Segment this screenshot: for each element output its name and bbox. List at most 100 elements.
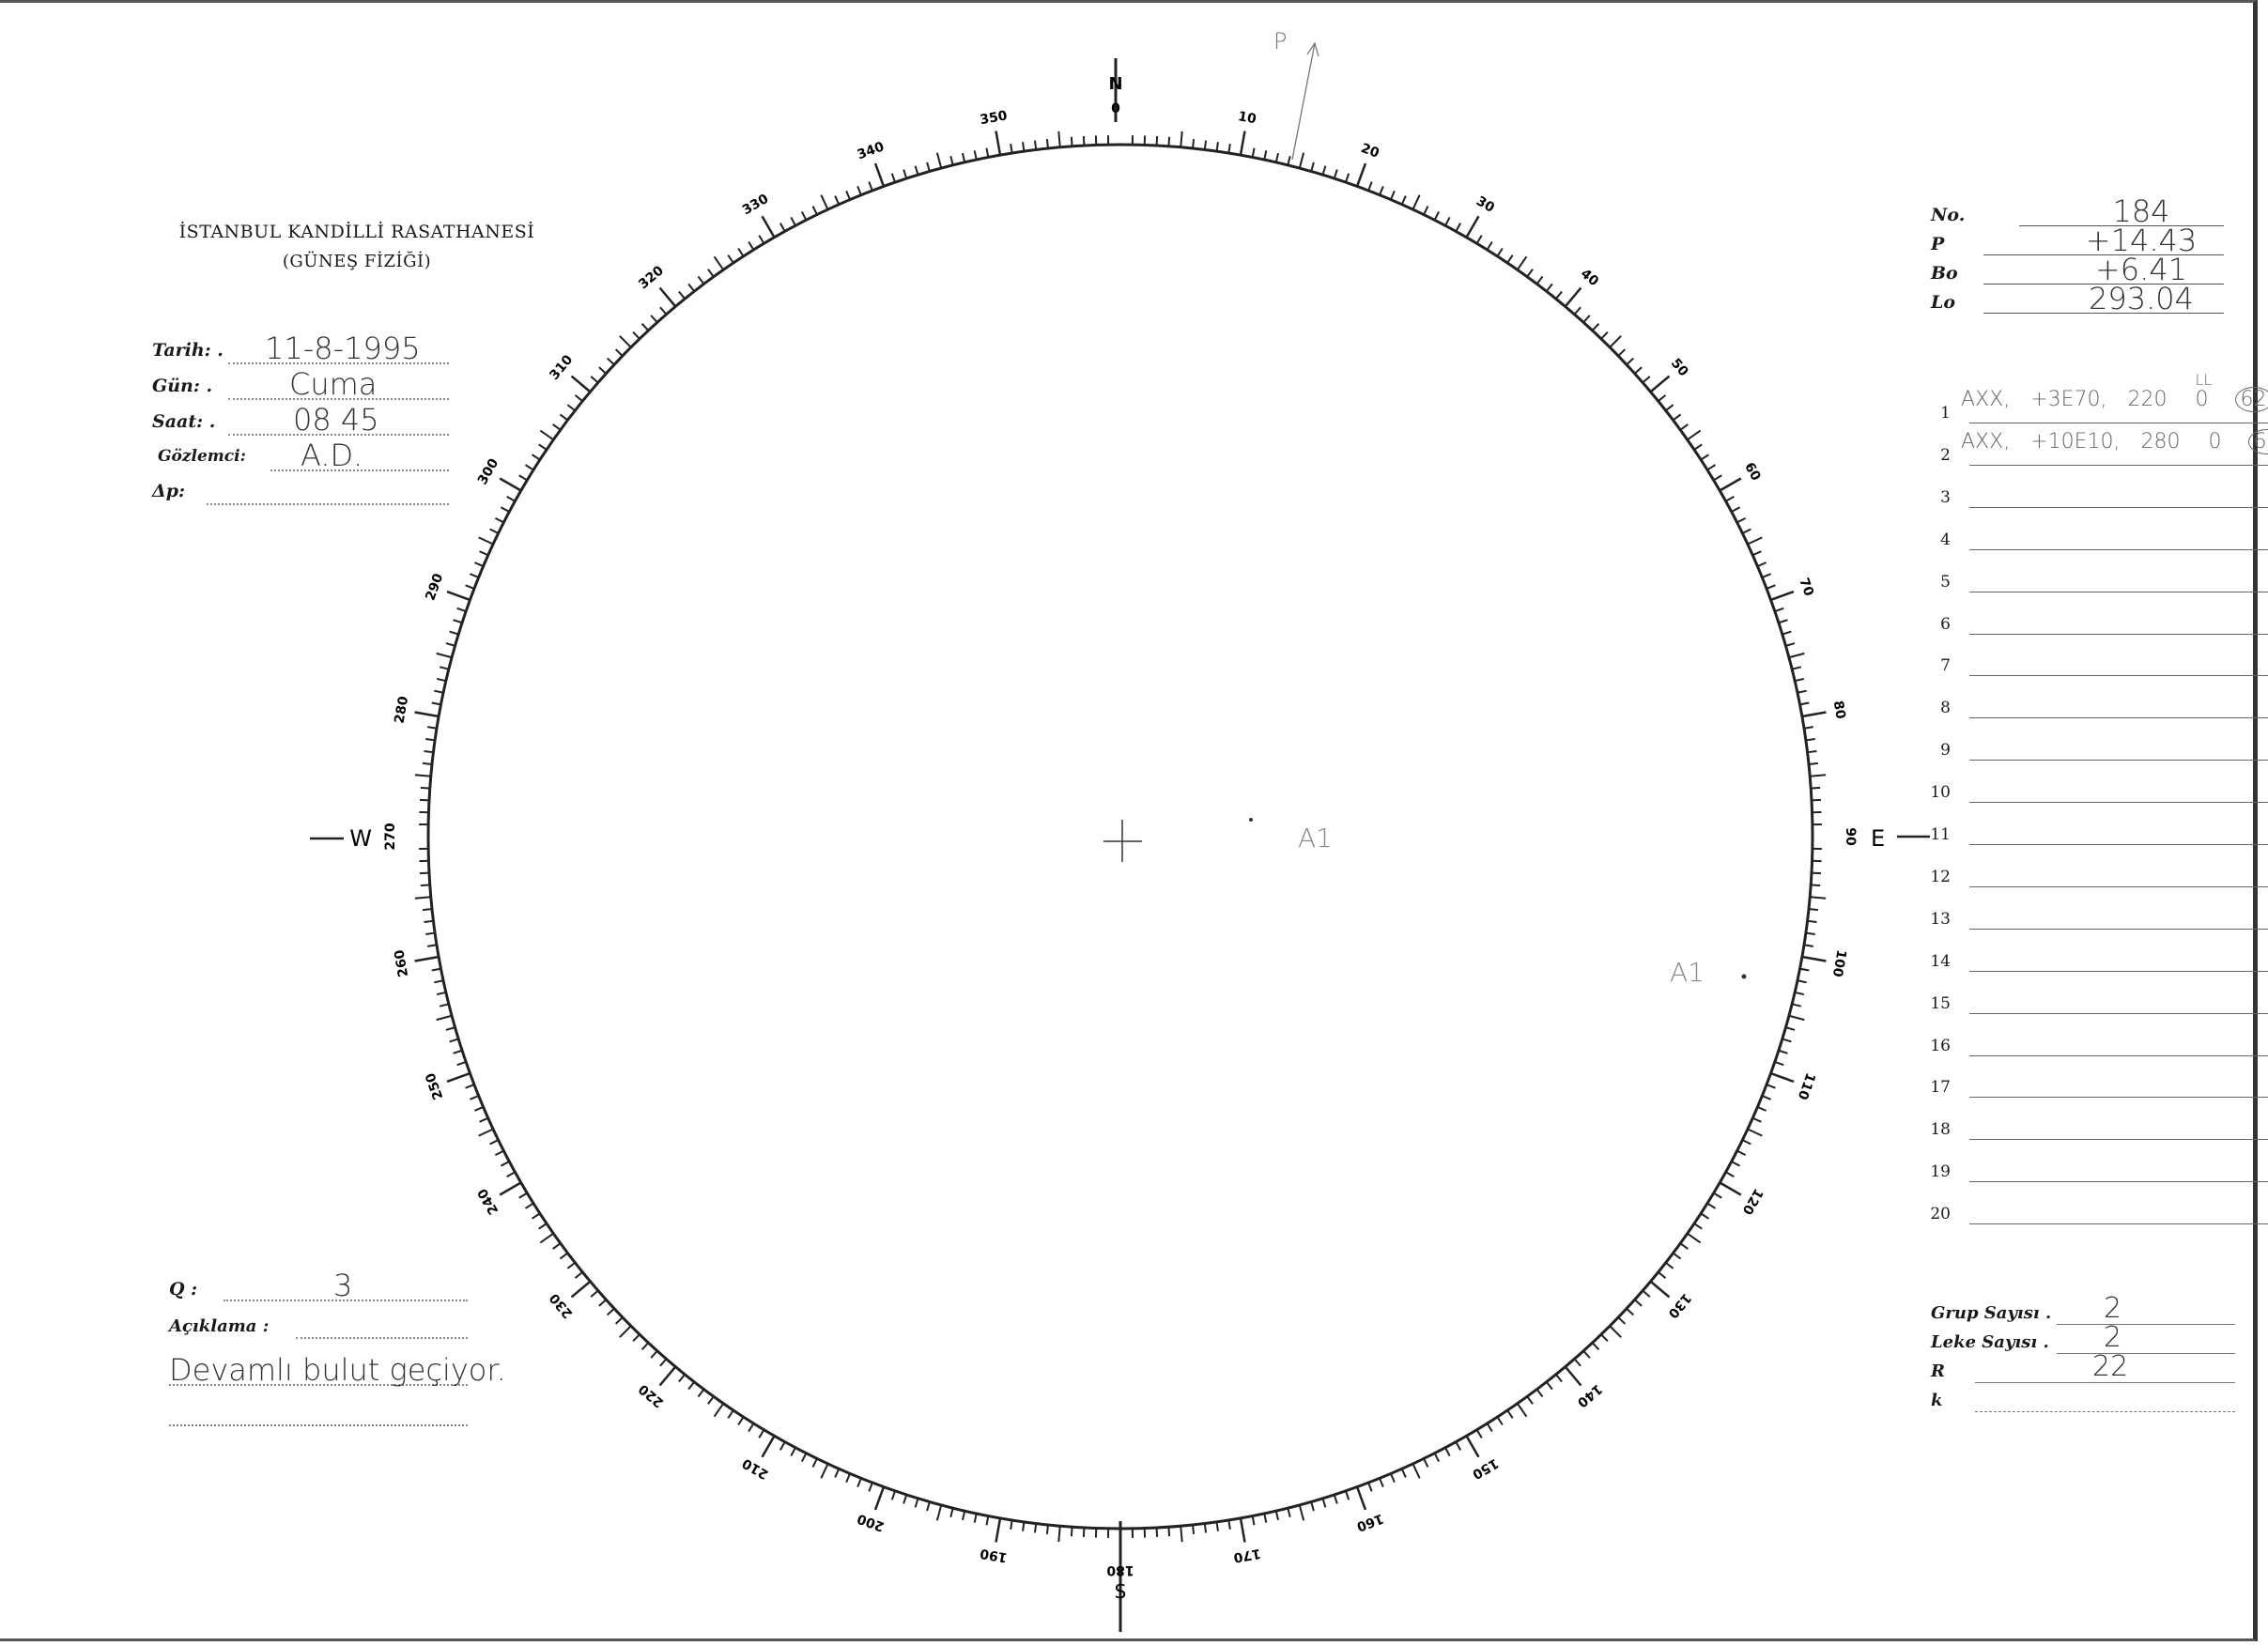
degree-tick xyxy=(1455,1441,1462,1451)
degree-tick xyxy=(845,190,851,200)
degree-label: 310 xyxy=(547,352,576,383)
degree-tick xyxy=(1626,1307,1635,1316)
sunspot xyxy=(1741,974,1747,979)
degree-tick xyxy=(1741,528,1751,534)
count-value[interactable]: 2 xyxy=(2104,1292,2122,1325)
count-value[interactable]: 2 xyxy=(2104,1321,2122,1354)
degree-tick xyxy=(1672,1252,1682,1260)
count-line xyxy=(2057,1324,2235,1325)
degree-tick xyxy=(1751,550,1762,557)
group-row-line xyxy=(1969,675,2268,677)
degree-tick xyxy=(1751,1116,1762,1123)
degree-tick xyxy=(1810,774,1827,777)
degree-tick xyxy=(1687,429,1702,441)
ephemeris-value[interactable]: 184 xyxy=(2112,193,2170,229)
degree-tick xyxy=(1155,1527,1159,1538)
group-row-number: 16 xyxy=(1930,1036,1951,1055)
degree-tick xyxy=(1807,749,1817,754)
degree-tick xyxy=(1167,1527,1171,1537)
group-area: 280 xyxy=(2140,429,2181,454)
group-row-number: 14 xyxy=(1930,951,1951,971)
degree-tick xyxy=(1811,798,1822,802)
degree-tick xyxy=(566,404,576,412)
field-line xyxy=(228,434,449,436)
group-entry[interactable]: AXX, +10E10, 280 0 63 xyxy=(1961,428,2268,454)
degree-tick xyxy=(1774,1060,1784,1067)
degree-tick xyxy=(1287,1507,1291,1518)
degree-tick xyxy=(419,871,430,875)
count-value[interactable]: 22 xyxy=(2092,1350,2129,1383)
degree-label: 290 xyxy=(423,572,446,603)
degree-label: 90 xyxy=(1843,827,1858,846)
degree-tick xyxy=(456,1060,467,1067)
degree-tick xyxy=(1526,269,1534,278)
degree-tick xyxy=(697,275,705,285)
degree-tick xyxy=(1475,1429,1483,1438)
degree-label: 30 xyxy=(1473,193,1497,216)
degree-tick xyxy=(1807,919,1817,924)
degree-tick xyxy=(590,376,599,384)
degree-ticks xyxy=(414,131,1827,1543)
remark-value[interactable]: Devamlı bulut geçiyor. xyxy=(169,1352,506,1388)
degree-tick xyxy=(1799,967,1810,972)
degree-tick xyxy=(427,726,438,730)
degree-tick xyxy=(434,979,444,984)
group-row-line xyxy=(1969,885,2268,887)
degree-label: 320 xyxy=(636,263,667,292)
degree-label: 210 xyxy=(740,1455,772,1483)
degree-tick xyxy=(531,454,541,461)
degree-tick xyxy=(1741,1139,1751,1146)
degree-tick xyxy=(574,394,583,402)
degree-tick xyxy=(1545,1381,1553,1391)
degree-tick xyxy=(995,1517,1002,1543)
ephemeris-value[interactable]: +6.41 xyxy=(2094,252,2188,287)
degree-tick xyxy=(834,1468,841,1478)
degree-tick xyxy=(1626,357,1635,366)
degree-tick xyxy=(1310,162,1315,172)
degree-tick xyxy=(506,495,516,502)
degree-label: 240 xyxy=(475,1186,502,1218)
degree-tick xyxy=(758,235,765,244)
department-title: (GÜNEŞ FİZİĞİ) xyxy=(282,252,432,271)
group-row-number: 7 xyxy=(1940,656,1951,676)
field-value[interactable]: 11-8-1995 xyxy=(265,331,421,366)
degree-tick xyxy=(761,215,776,238)
degree-tick xyxy=(1725,495,1735,502)
degree-tick xyxy=(1227,1519,1231,1530)
field-value[interactable]: 08 45 xyxy=(293,402,379,438)
degree-tick xyxy=(1355,1486,1367,1511)
q-value[interactable]: 3 xyxy=(333,1268,353,1303)
degree-tick xyxy=(606,1307,615,1316)
degree-tick xyxy=(1700,454,1710,461)
group-circled-number: 63 xyxy=(2247,428,2268,454)
ephemeris-value[interactable]: +14.43 xyxy=(2085,223,2198,258)
field-value[interactable]: A.D. xyxy=(301,438,363,473)
degree-label: 190 xyxy=(979,1546,1009,1565)
degree-tick xyxy=(640,1342,650,1351)
group-row-line xyxy=(1969,633,2268,635)
degree-tick xyxy=(445,642,455,647)
degree-tick xyxy=(961,1510,966,1521)
remark-label: Açıklama : xyxy=(169,1316,270,1336)
degree-tick xyxy=(1298,152,1305,169)
degree-tick xyxy=(414,896,431,900)
degree-tick xyxy=(414,774,431,777)
group-entry[interactable]: AXX, +3E70, 220 LL 0 62 xyxy=(1961,371,2268,412)
count-label: R xyxy=(1931,1361,1945,1381)
degree-tick xyxy=(1778,1049,1788,1054)
group-row-line xyxy=(1969,1097,2268,1099)
degree-tick xyxy=(1423,1457,1429,1468)
group-row-number: 12 xyxy=(1930,867,1951,886)
degree-label: 100 xyxy=(1829,948,1849,978)
degree-tick xyxy=(1808,761,1819,765)
degree-tick xyxy=(632,331,640,340)
degree-tick xyxy=(431,701,441,706)
group-row-number: 2 xyxy=(1940,445,1951,465)
degree-tick xyxy=(1545,283,1553,292)
field-value[interactable]: Cuma xyxy=(289,366,378,402)
ephemeris-value[interactable]: 293.04 xyxy=(2089,281,2194,316)
degree-tick xyxy=(1465,215,1480,238)
degree-tick xyxy=(1057,131,1061,147)
degree-tick xyxy=(727,1409,734,1419)
